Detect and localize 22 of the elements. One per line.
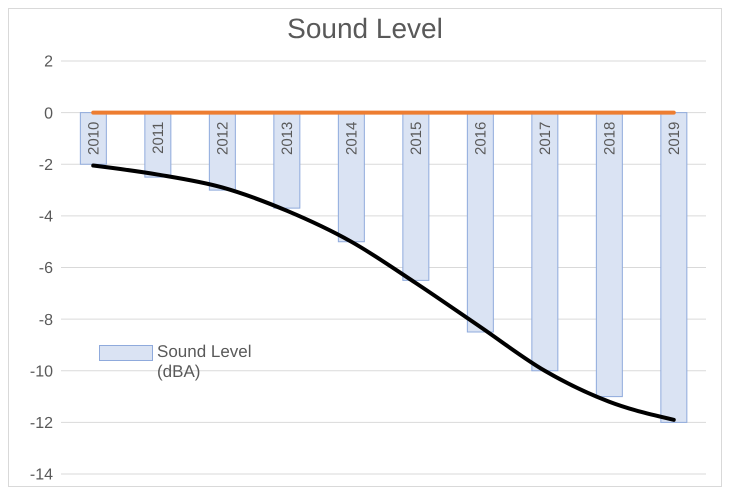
- x-tick-label: 2015: [408, 122, 425, 155]
- y-tick-label: -4: [38, 208, 54, 226]
- x-tick-label: 2010: [85, 122, 102, 155]
- x-tick-label: 2013: [278, 122, 296, 155]
- chart-title: Sound Level: [286, 12, 444, 46]
- y-tick-label: 0: [44, 105, 54, 122]
- y-tick-label: 2: [44, 54, 54, 71]
- y-tick-label: -14: [30, 466, 54, 484]
- y-tick-label: -10: [30, 363, 54, 380]
- y-tick-label: -8: [38, 312, 54, 329]
- x-tick-label: 2016: [472, 122, 490, 155]
- y-tick-label: -12: [30, 415, 54, 432]
- x-tick-label: 2011: [150, 122, 167, 154]
- y-tick-label: -6: [38, 260, 54, 278]
- line-series: [91, 164, 676, 422]
- x-tick-label: 2014: [343, 122, 360, 155]
- x-tick-label: 2017: [536, 122, 554, 155]
- y-tick-label: -2: [38, 156, 54, 174]
- x-tick-label: 2019: [666, 122, 683, 155]
- x-tick-label: 2018: [601, 122, 618, 155]
- x-tick-label: 2012: [214, 122, 232, 155]
- legend-label: Sound Level (dBA): [157, 342, 253, 382]
